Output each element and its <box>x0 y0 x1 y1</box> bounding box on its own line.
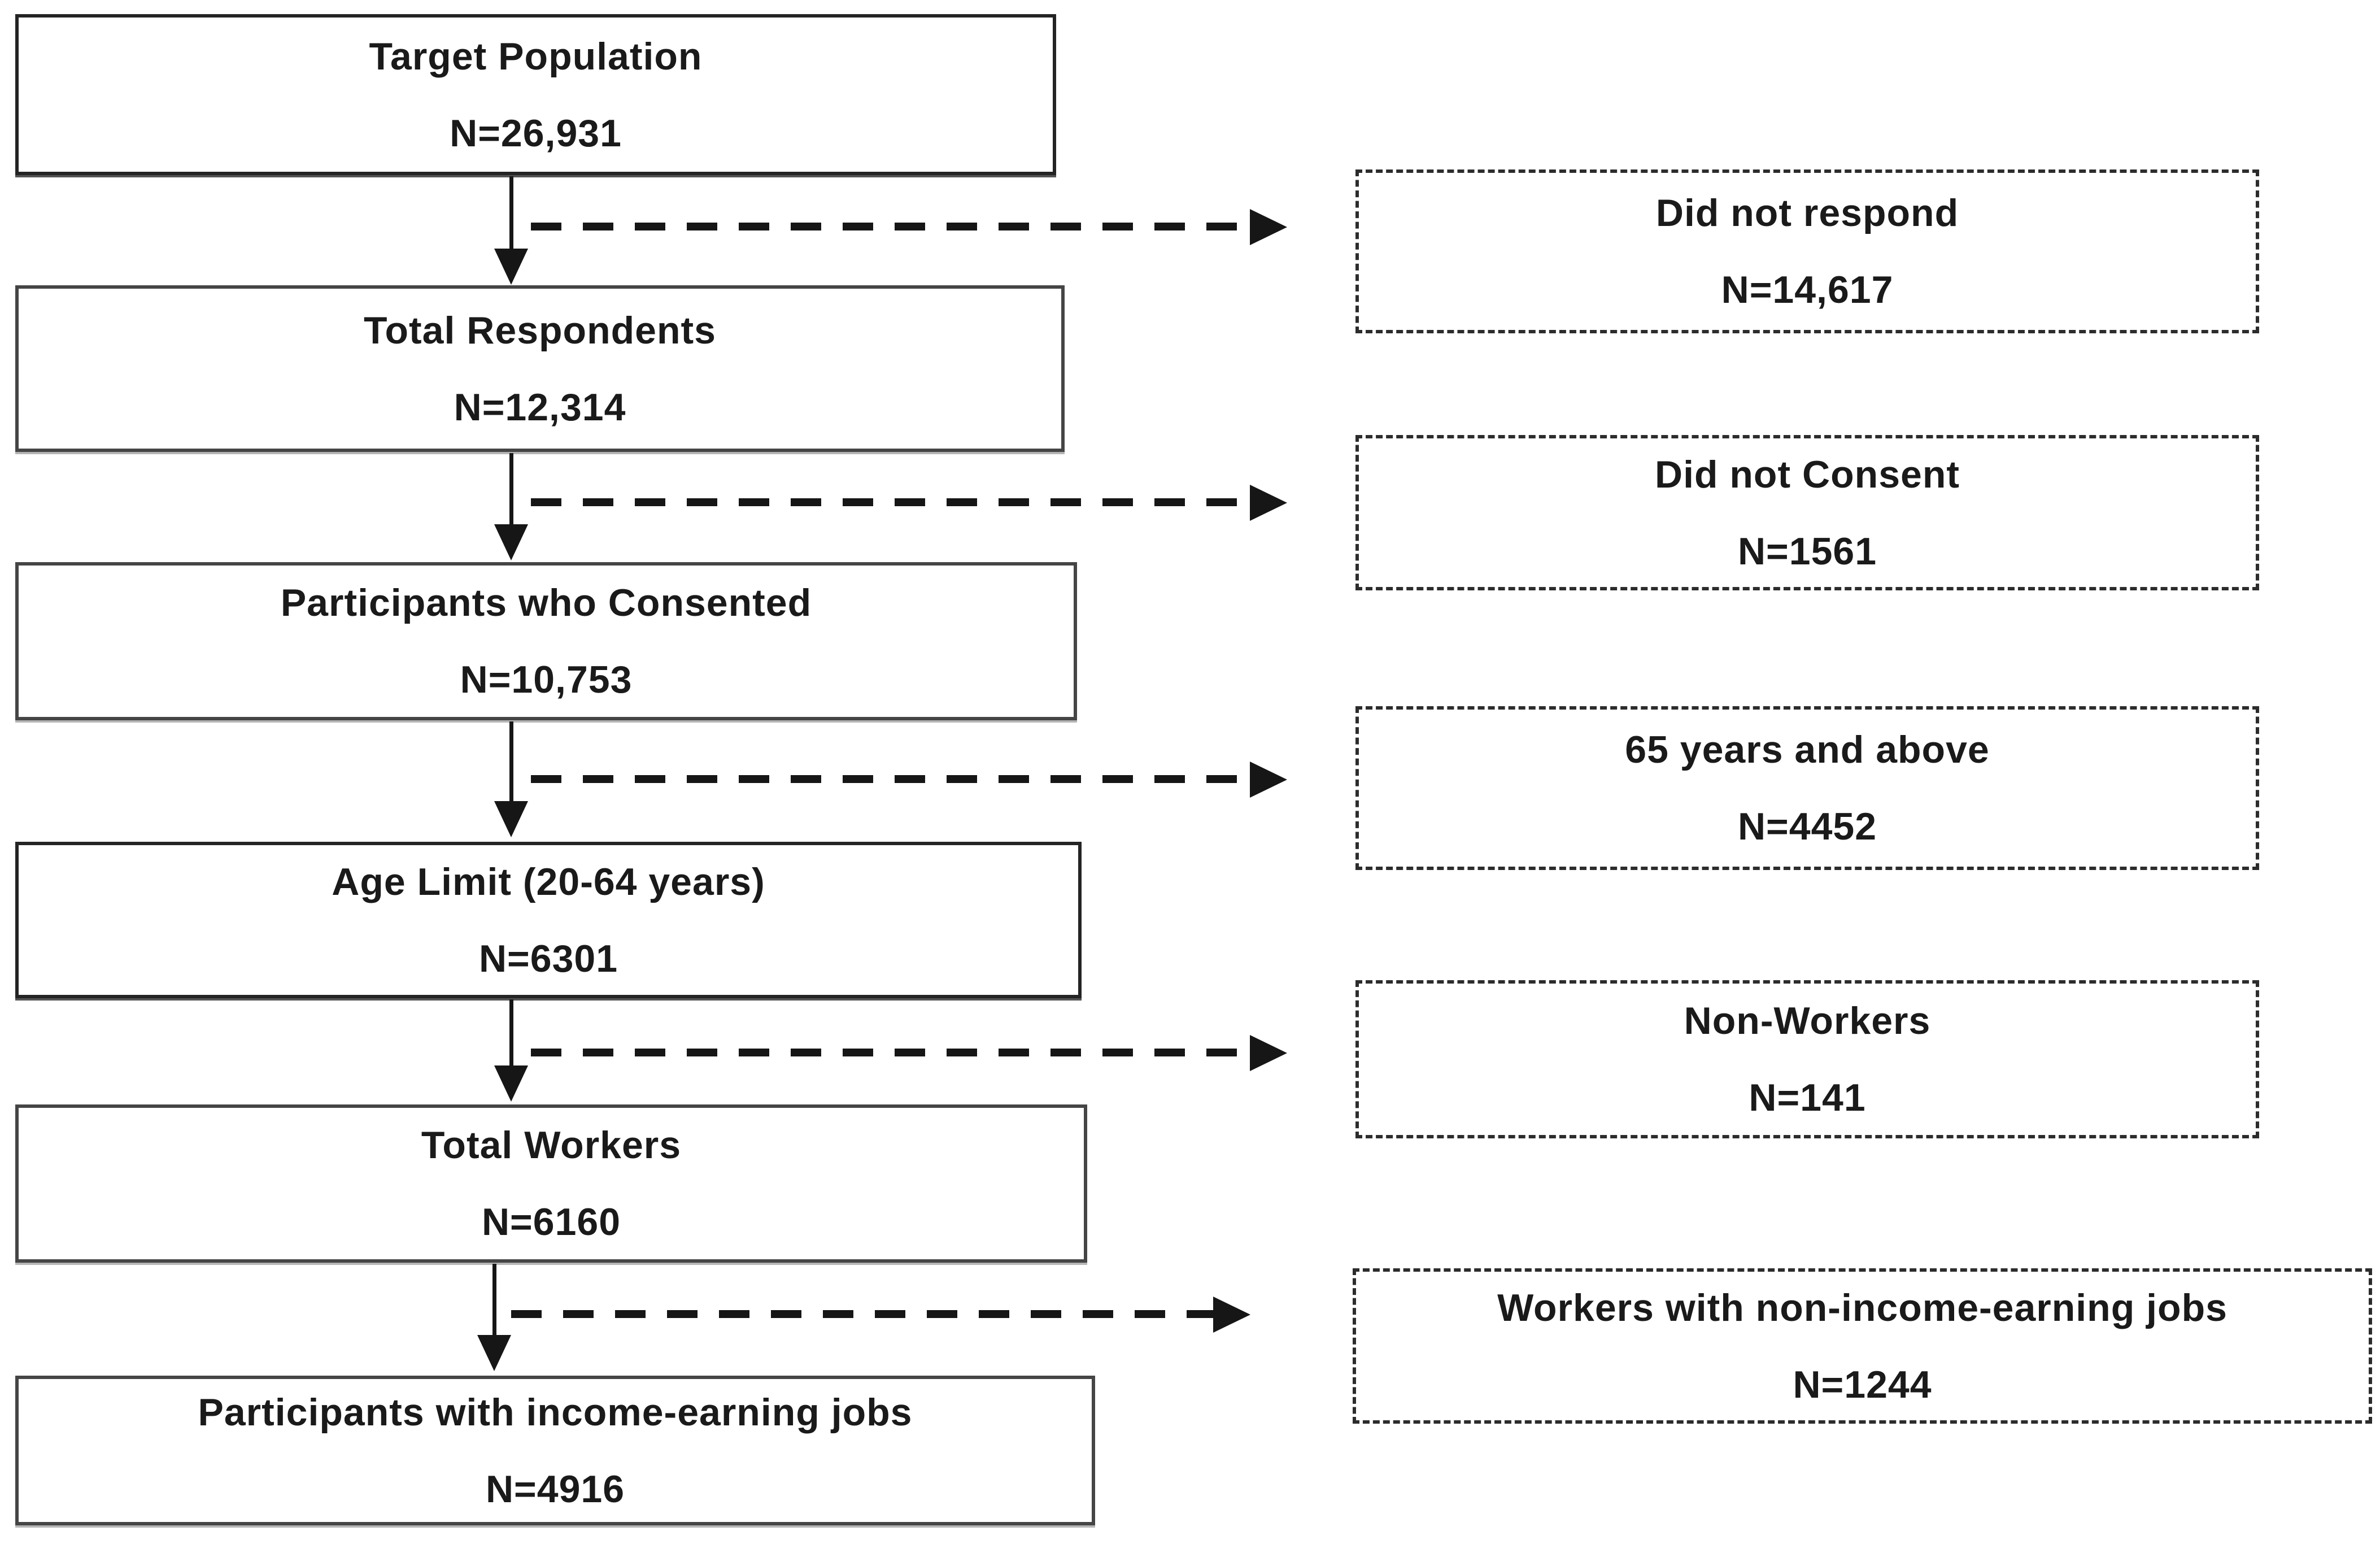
box-age-limit: Age Limit (20-64 years) N=6301 <box>15 842 1082 998</box>
down-arrow-line-4 <box>509 999 513 1068</box>
box-did-not-respond: Did not respond N=14,617 <box>1355 169 2259 333</box>
box-label: Participants who Consented <box>280 581 812 624</box>
down-arrow-line-5 <box>492 1264 496 1337</box>
box-count: N=4452 <box>1737 805 1877 848</box>
box-label: Workers with non-income-earning jobs <box>1497 1286 2228 1329</box>
box-count: N=141 <box>1749 1076 1866 1119</box>
box-did-not-consent: Did not Consent N=1561 <box>1355 435 2259 590</box>
box-workers-non-income-earning-jobs: Workers with non-income-earning jobs N=1… <box>1353 1268 2372 1424</box>
box-count: N=1561 <box>1737 529 1877 573</box>
box-label: Age Limit (20-64 years) <box>332 860 765 903</box>
box-label: 65 years and above <box>1625 728 1990 771</box>
box-65-years-and-above: 65 years and above N=4452 <box>1355 706 2259 870</box>
box-label: Target Population <box>369 34 703 78</box>
box-count: N=6160 <box>481 1201 621 1243</box>
dashed-arrow-line-3 <box>531 775 1251 783</box>
dashed-arrow-line-5 <box>511 1310 1214 1318</box>
down-arrow-head-icon <box>494 801 528 837</box>
down-arrow-line-1 <box>509 176 513 251</box>
dashed-arrow-line-2 <box>531 498 1251 506</box>
down-arrow-line-3 <box>509 721 513 803</box>
box-count: N=10,753 <box>460 658 633 701</box>
box-count: N=4916 <box>485 1467 625 1511</box>
box-total-workers: Total Workers N=6160 <box>15 1104 1087 1263</box>
down-arrow-line-2 <box>509 453 513 527</box>
box-count: N=12,314 <box>454 385 626 429</box>
box-label: Total Workers <box>421 1124 682 1167</box>
dashed-arrow-head-icon <box>1250 485 1287 521</box>
box-label: Participants with income-earning jobs <box>198 1390 913 1434</box>
dashed-arrow-head-icon <box>1250 1035 1287 1071</box>
down-arrow-head-icon <box>494 1065 528 1102</box>
dashed-arrow-head-icon <box>1250 209 1287 245</box>
box-count: N=14,617 <box>1721 268 1894 311</box>
box-non-workers: Non-Workers N=141 <box>1355 980 2259 1138</box>
box-label: Total Respondents <box>364 308 716 352</box>
dashed-arrow-line-1 <box>531 223 1251 230</box>
down-arrow-head-icon <box>477 1335 511 1371</box>
dashed-arrow-head-icon <box>1213 1297 1250 1333</box>
dashed-arrow-line-4 <box>531 1049 1251 1056</box>
box-participants-income-earning-jobs: Participants with income-earning jobs N=… <box>15 1376 1095 1525</box>
box-count: N=26,931 <box>450 111 622 155</box>
down-arrow-head-icon <box>494 249 528 285</box>
box-count: N=6301 <box>478 937 618 980</box>
box-label: Non-Workers <box>1684 999 1931 1042</box>
box-label: Did not respond <box>1655 192 1959 234</box>
box-label: Did not Consent <box>1654 453 1960 496</box>
box-count: N=1244 <box>1793 1363 1932 1406</box>
box-target-population: Target Population N=26,931 <box>15 14 1056 175</box>
dashed-arrow-head-icon <box>1250 762 1287 798</box>
down-arrow-head-icon <box>494 524 528 560</box>
box-total-respondents: Total Respondents N=12,314 <box>15 285 1065 452</box>
box-participants-who-consented: Participants who Consented N=10,753 <box>15 562 1077 720</box>
